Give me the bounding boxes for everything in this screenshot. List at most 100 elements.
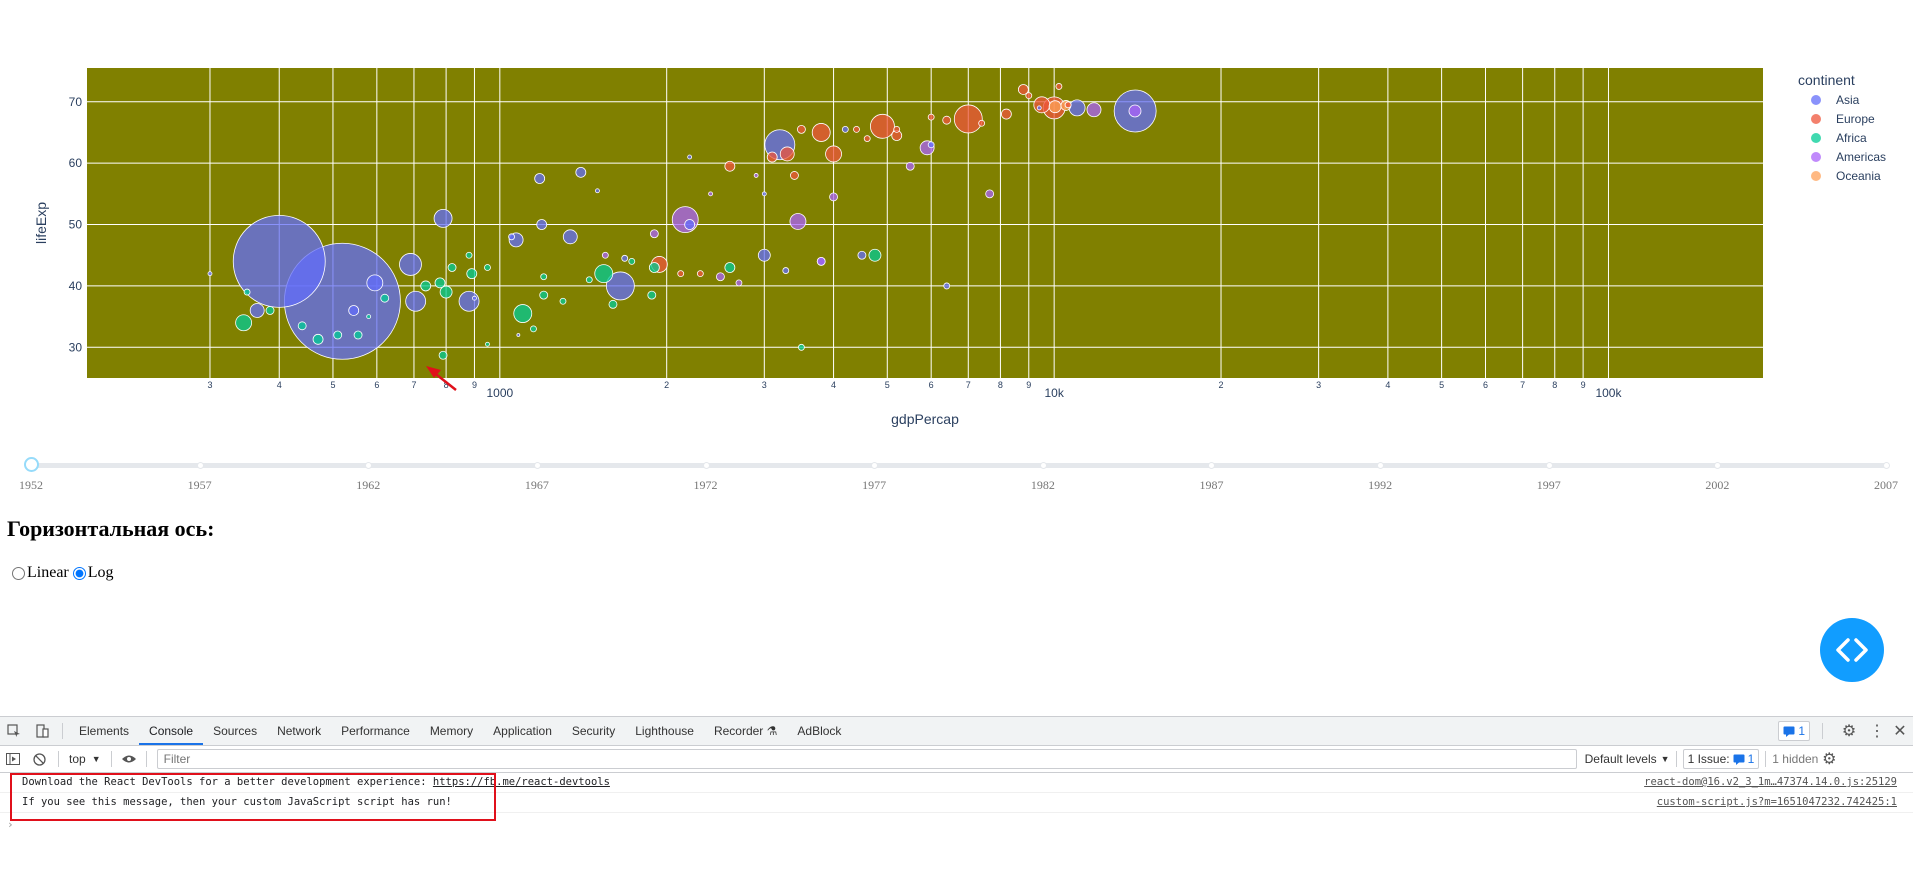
console-message: Download the React DevTools for a better…: [0, 773, 1913, 793]
devtools-tab-adblock[interactable]: AdBlock: [797, 724, 842, 738]
x-tick-label: 2: [1219, 380, 1224, 390]
bubble-americas: [1086, 102, 1102, 118]
slider-year-label[interactable]: 1967: [524, 478, 549, 492]
log-radio[interactable]: [72, 566, 86, 580]
x-tick-label: 6: [374, 380, 379, 390]
slider-tick[interactable]: [1039, 462, 1047, 469]
console-settings-gear-icon[interactable]: ⚙: [1822, 751, 1837, 768]
legend-entry-label: Oceania: [1836, 169, 1881, 183]
toolbar-separator: [110, 751, 112, 767]
close-devtools-icon[interactable]: ✕: [1893, 723, 1907, 740]
bubble-asia: [534, 173, 546, 184]
devtools-tab-application[interactable]: Application: [493, 724, 552, 738]
bubble-africa: [380, 293, 390, 303]
context-selector[interactable]: top ▼: [65, 752, 105, 766]
slider-year-label[interactable]: 1952: [19, 478, 43, 492]
slider-tick[interactable]: [1377, 462, 1385, 469]
x-tick-label: 7: [411, 380, 416, 390]
settings-gear-icon[interactable]: ⚙: [1841, 723, 1857, 740]
slider-year-label[interactable]: 1987: [1199, 478, 1224, 492]
code-brackets-icon: [1836, 638, 1868, 662]
legend-marker: [1811, 152, 1821, 162]
devtools-tabbar-actions: 1 ⚙ ⋮ ✕: [1778, 717, 1913, 745]
devtools-tab-elements[interactable]: Elements: [79, 724, 130, 738]
slider-tick[interactable]: [365, 462, 373, 469]
slider-tick[interactable]: [1545, 462, 1553, 469]
bubble-africa: [447, 263, 457, 272]
sidebar-toggle-icon[interactable]: [0, 746, 26, 772]
devtools-tab-list: Elements Console Sources Network Performance…: [69, 717, 851, 745]
bubble-europe: [953, 104, 983, 134]
linear-radio[interactable]: [12, 566, 25, 580]
slider-tick[interactable]: [1208, 462, 1216, 469]
dropdown-arrow-icon: ▼: [1660, 754, 1670, 764]
slider-year-label[interactable]: 1982: [1030, 478, 1055, 492]
react-devtools-link[interactable]: https://fb.me/react-devtools: [432, 776, 610, 788]
slider-year-label[interactable]: 1957: [187, 478, 212, 492]
bubble-americas: [1128, 104, 1142, 118]
issues-counter[interactable]: 1 Issue: 1: [1682, 749, 1760, 769]
issues-counter-label: 1 Issue:: [1687, 752, 1730, 766]
live-expression-eye-icon[interactable]: [118, 746, 140, 772]
slider-tick[interactable]: [533, 462, 541, 469]
devtools-tab-memory[interactable]: Memory: [429, 724, 474, 738]
bubble-europe: [1017, 84, 1029, 95]
console-message-source-link[interactable]: react-dom@16.v2_3_1m…47374.14.0.js:25129: [1644, 776, 1897, 788]
year-slider[interactable]: 1952 1957 1962 1967 1972 1977 1982 1987 1992 1997…: [0, 448, 1913, 508]
slider-year-label[interactable]: 1962: [356, 478, 381, 492]
slider-tick[interactable]: [1883, 462, 1890, 469]
more-options-icon[interactable]: ⋮: [1869, 723, 1885, 740]
device-toolbar-icon[interactable]: [28, 717, 56, 745]
linear-radio-label[interactable]: Linear: [27, 564, 69, 581]
code-toggle-button[interactable]: [1820, 618, 1884, 682]
slider-track[interactable]: [31, 463, 1888, 468]
y-axis-ticks: 30 40 50 60 70: [69, 95, 83, 355]
inspect-element-icon[interactable]: [0, 717, 28, 745]
devtools-tab-recorder[interactable]: Recorder ⚗: [713, 724, 778, 738]
tab-separator: [1822, 723, 1823, 739]
bubble-africa: [366, 314, 372, 320]
bubble-asia: [516, 333, 521, 337]
bubble-asia: [348, 305, 360, 316]
bubble-europe: [942, 115, 952, 125]
console-message-source-link[interactable]: custom-script.js?m=1651047232.742425:1: [1656, 796, 1897, 808]
legend-entry-label: Europe: [1836, 112, 1875, 126]
axis-scale-heading: Горизонтальная ось:: [7, 516, 215, 541]
bubble-africa: [297, 321, 307, 331]
slider-handle[interactable]: [24, 457, 39, 472]
bubble-asia: [508, 233, 515, 241]
bubble-europe: [766, 151, 778, 163]
bubble-asia: [943, 282, 951, 290]
slider-year-label[interactable]: 1997: [1536, 478, 1561, 492]
devtools-tab-lighthouse[interactable]: Lighthouse: [635, 724, 694, 738]
slider-year-label[interactable]: 1992: [1368, 478, 1393, 492]
slider-tick[interactable]: [702, 462, 710, 469]
slider-tick[interactable]: [1714, 462, 1722, 469]
bubble-africa: [420, 280, 432, 292]
x-tick-label: 3: [1316, 380, 1321, 390]
slider-year-label[interactable]: 2002: [1705, 478, 1730, 492]
console-filter-input[interactable]: [156, 749, 1577, 769]
slider-year-label[interactable]: 2007: [1874, 478, 1898, 492]
log-levels-dropdown[interactable]: Default levels ▼: [1585, 752, 1670, 766]
issues-badge[interactable]: 1: [1778, 721, 1810, 741]
bubble-americas: [985, 189, 995, 199]
slider-tick[interactable]: [196, 462, 204, 469]
devtools-tab-security[interactable]: Security: [571, 724, 616, 738]
devtools-tab-sources[interactable]: Sources: [213, 724, 258, 738]
devtools-tab-console[interactable]: Console: [139, 717, 204, 745]
devtools-tabbar: Elements Console Sources Network Performance…: [0, 717, 1913, 746]
bubble-americas: [708, 191, 713, 197]
console-prompt[interactable]: ›: [7, 818, 14, 831]
slider-tick[interactable]: [871, 462, 879, 469]
log-radio-label[interactable]: Log: [87, 564, 114, 581]
bubble-europe: [870, 113, 895, 139]
slider-year-label[interactable]: 1972: [693, 478, 718, 492]
clear-console-icon[interactable]: [26, 746, 52, 772]
toolbar-separator: [1675, 751, 1677, 767]
bubble-africa: [353, 330, 363, 340]
devtools-tab-performance[interactable]: Performance: [341, 724, 410, 738]
bubble-africa: [333, 330, 343, 340]
devtools-tab-network[interactable]: Network: [277, 724, 322, 738]
slider-year-label[interactable]: 1977: [862, 478, 887, 492]
